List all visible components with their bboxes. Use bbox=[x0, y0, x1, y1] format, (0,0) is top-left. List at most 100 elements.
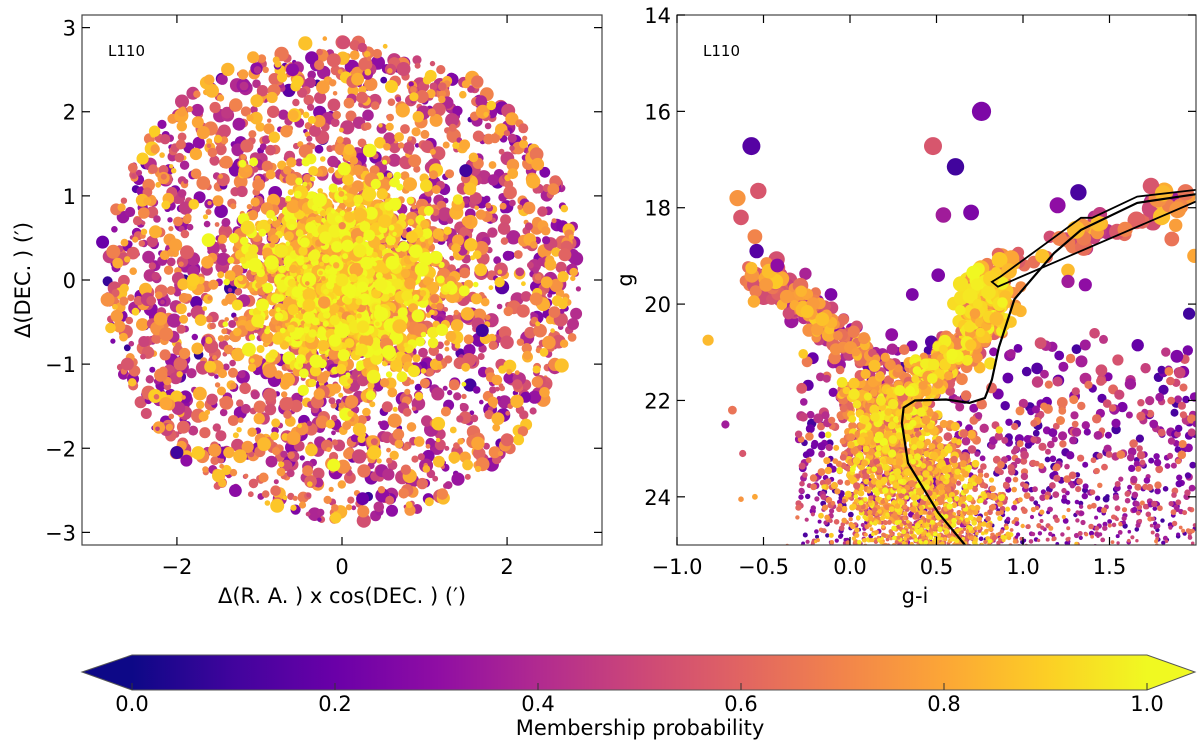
sky-point bbox=[357, 505, 369, 517]
sky-point bbox=[111, 310, 124, 323]
cmd-point bbox=[818, 547, 823, 552]
sky-point bbox=[179, 348, 190, 359]
sky-point bbox=[303, 299, 316, 312]
sky-point bbox=[386, 458, 392, 464]
y-tick-label: −3 bbox=[45, 521, 76, 545]
sky-point bbox=[196, 401, 204, 409]
cmd-point bbox=[1003, 373, 1014, 384]
sky-point bbox=[518, 123, 528, 133]
sky-point bbox=[512, 379, 522, 389]
sky-point bbox=[429, 309, 435, 315]
sky-point bbox=[187, 224, 194, 231]
sky-point bbox=[404, 389, 410, 395]
sky-point bbox=[125, 207, 135, 217]
sky-point bbox=[547, 183, 559, 195]
sky-point bbox=[128, 378, 136, 386]
sky-point bbox=[204, 75, 215, 86]
sky-point bbox=[356, 92, 368, 104]
sky-point bbox=[146, 375, 154, 383]
sky-point bbox=[299, 501, 306, 508]
cmd-point bbox=[848, 512, 854, 518]
sky-point bbox=[241, 404, 251, 414]
sky-point bbox=[167, 314, 181, 328]
sky-point bbox=[256, 298, 269, 311]
sky-point bbox=[317, 328, 327, 338]
sky-point bbox=[410, 86, 417, 93]
sky-point bbox=[178, 189, 187, 198]
cmd-point bbox=[1030, 436, 1037, 443]
sky-point bbox=[408, 136, 412, 140]
sky-point bbox=[470, 415, 478, 423]
sky-point bbox=[332, 439, 338, 445]
sky-point bbox=[537, 206, 547, 216]
sky-point bbox=[330, 315, 340, 325]
sky-point bbox=[491, 229, 497, 235]
sky-point bbox=[339, 222, 346, 229]
sky-point bbox=[204, 361, 216, 373]
sky-point bbox=[541, 226, 550, 235]
cmd-point bbox=[806, 424, 815, 433]
sky-point bbox=[290, 505, 296, 511]
sky-point bbox=[302, 264, 307, 269]
sky-point bbox=[337, 36, 350, 49]
sky-point bbox=[380, 77, 387, 84]
sky-point bbox=[220, 396, 234, 410]
cmd-point bbox=[1116, 541, 1119, 544]
sky-point bbox=[177, 371, 183, 377]
sky-point bbox=[169, 414, 175, 420]
sky-point bbox=[363, 230, 375, 242]
cmd-point bbox=[937, 548, 940, 551]
sky-point bbox=[187, 106, 193, 112]
sky-point bbox=[187, 274, 200, 287]
sky-point bbox=[254, 413, 265, 424]
y-tick-label: 1 bbox=[63, 185, 76, 209]
sky-point bbox=[306, 493, 311, 498]
sky-point bbox=[275, 312, 284, 321]
sky-point bbox=[244, 167, 250, 173]
sky-point bbox=[180, 455, 192, 467]
sky-point bbox=[519, 140, 528, 149]
cmd-point bbox=[829, 508, 834, 513]
sky-point bbox=[494, 263, 508, 277]
sky-point bbox=[332, 299, 337, 304]
sky-point bbox=[228, 415, 239, 426]
sky-point bbox=[305, 444, 318, 457]
sky-point bbox=[240, 154, 246, 160]
sky-point bbox=[199, 427, 210, 438]
sky-point bbox=[436, 303, 443, 310]
sky-point bbox=[457, 438, 463, 444]
sky-point bbox=[221, 218, 230, 227]
cmd-point bbox=[834, 519, 840, 525]
sky-point bbox=[387, 172, 393, 178]
sky-point bbox=[338, 187, 342, 191]
sky-point bbox=[331, 430, 336, 435]
sky-point bbox=[207, 296, 212, 301]
sky-point bbox=[149, 225, 162, 238]
sky-point bbox=[465, 474, 471, 480]
sky-point bbox=[279, 260, 285, 266]
cmd-point bbox=[1174, 367, 1185, 378]
sky-point bbox=[447, 218, 453, 224]
sky-point bbox=[303, 326, 310, 333]
sky-point bbox=[177, 107, 187, 117]
sky-point bbox=[257, 345, 265, 353]
sky-point bbox=[436, 438, 440, 442]
cmd-point bbox=[818, 547, 822, 551]
sky-point bbox=[169, 239, 182, 252]
sky-point bbox=[473, 131, 484, 142]
sky-point bbox=[229, 360, 236, 367]
sky-point bbox=[174, 357, 188, 371]
sky-point bbox=[362, 110, 374, 122]
sky-point bbox=[449, 379, 460, 390]
cmd-point bbox=[1040, 519, 1044, 523]
sky-point bbox=[540, 348, 549, 357]
sky-point bbox=[310, 176, 315, 181]
sky-point bbox=[204, 221, 211, 228]
sky-point bbox=[378, 214, 392, 228]
sky-point bbox=[445, 169, 454, 178]
sky-point bbox=[230, 469, 237, 476]
cmd-point bbox=[1060, 532, 1064, 536]
cmd-point bbox=[1156, 524, 1161, 529]
sky-point bbox=[277, 468, 286, 477]
